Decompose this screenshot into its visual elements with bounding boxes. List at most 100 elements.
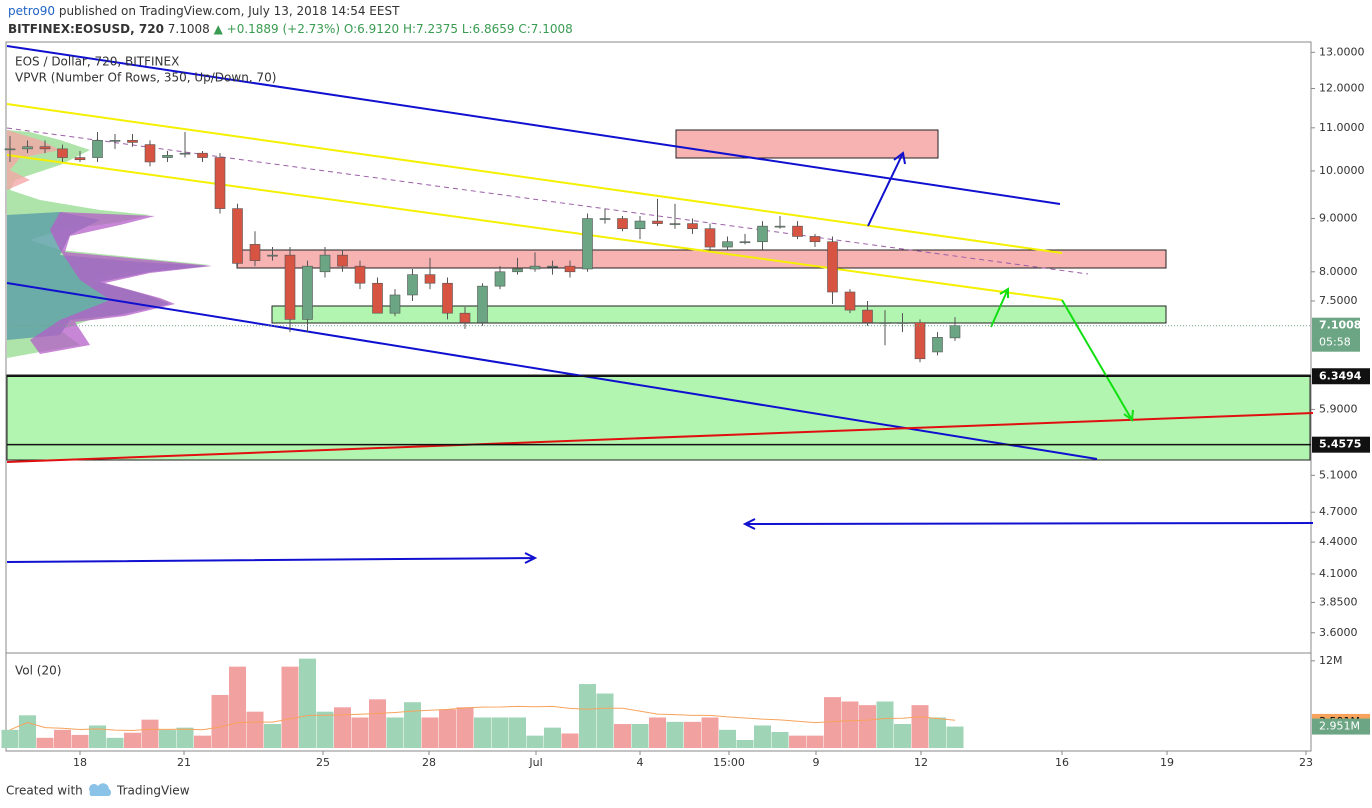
x-tick-label: 16 <box>1055 756 1069 769</box>
candle-body <box>127 140 138 143</box>
footer-brand[interactable]: TradingView <box>116 784 190 798</box>
volume-bar <box>719 729 736 748</box>
volume-bar <box>141 719 159 748</box>
volume-bar <box>421 717 439 748</box>
candle-body <box>39 146 51 150</box>
volume-bar <box>614 724 631 748</box>
y-tick-label: 12.0000 <box>1319 81 1365 94</box>
volume-bar <box>316 711 334 748</box>
arrows <box>6 151 1314 564</box>
volume-bar <box>299 658 316 748</box>
volume-tick-label: 12M <box>1319 654 1343 667</box>
symbol-line: BITFINEX:EOSUSD, 720 7.1008 ▲ +0.1889 (+… <box>8 22 573 36</box>
chart-title: EOS / Dollar, 720, BITFINEX <box>15 55 179 69</box>
y-tick-label: 13.0000 <box>1319 45 1365 58</box>
footer-created: Created with <box>6 784 83 798</box>
symbol: BITFINEX:EOSUSD, 720 <box>8 22 164 36</box>
vpvr <box>7 130 212 358</box>
y-tick-label: 4.1000 <box>1319 567 1358 580</box>
header-line: petro90 published on TradingView.com, Ju… <box>8 4 400 18</box>
candle-body <box>739 241 751 244</box>
volume-bar <box>439 709 456 748</box>
volume-bar <box>929 717 946 748</box>
volume-bar <box>911 705 929 748</box>
y-tick-label: 4.7000 <box>1319 505 1358 518</box>
candle-body <box>949 325 961 339</box>
candle-body <box>407 274 418 296</box>
candle-body <box>564 265 576 273</box>
volume-bar <box>281 666 299 748</box>
volume-bar <box>736 740 754 748</box>
candle-body <box>634 220 646 230</box>
volume-value-label: 2.951M <box>1319 720 1360 733</box>
volume-bar <box>579 684 596 748</box>
x-tick-label: 9 <box>813 756 820 769</box>
y-tick-label: 4.4000 <box>1319 535 1358 548</box>
candle-body <box>442 282 453 314</box>
candle-body <box>827 241 838 293</box>
x-tick-label: 4 <box>637 756 644 769</box>
volume-badge <box>1312 718 1370 735</box>
candle-body <box>494 271 506 287</box>
volume-bar <box>631 724 649 748</box>
last-price-badge <box>1312 317 1360 352</box>
x-tick-label: 19 <box>1160 756 1174 769</box>
candle-body <box>862 309 873 323</box>
y-tick-label: 7.5000 <box>1319 294 1358 307</box>
level-badge <box>1312 368 1370 385</box>
candle-body <box>844 291 856 311</box>
y-tick-label: 3.8500 <box>1319 595 1358 608</box>
y-tick-label: 5.9000 <box>1319 402 1358 415</box>
candle-body <box>932 337 943 353</box>
candle-body <box>249 244 261 261</box>
author[interactable]: petro90 <box>8 4 55 18</box>
x-tick-label: 18 <box>73 756 87 769</box>
volume-bar <box>841 701 859 748</box>
x-tick-label: Jul <box>528 756 542 769</box>
volume-bar <box>771 732 789 748</box>
level-label: 5.4575 <box>1319 438 1361 451</box>
x-tick-label: 15:00 <box>713 756 745 769</box>
volume-bar <box>246 711 264 748</box>
volume-bar <box>754 725 771 748</box>
volume-bar <box>386 717 404 748</box>
volume-bar <box>859 705 876 748</box>
candle-body <box>529 265 541 270</box>
trend-line <box>6 45 1061 205</box>
volume-bar <box>229 666 246 748</box>
candle-body <box>809 236 821 243</box>
candle-body <box>179 152 191 155</box>
volume-bar <box>54 729 71 748</box>
channel-line <box>6 103 1063 254</box>
candle-body <box>389 294 401 314</box>
support-trend <box>6 412 1314 463</box>
candle-body <box>197 152 208 158</box>
volume-bar <box>264 724 281 748</box>
candle-body <box>757 225 768 243</box>
volume-bar <box>701 717 719 748</box>
volume-bar <box>824 697 841 748</box>
candle-body <box>914 322 926 360</box>
pane-border <box>5 41 1312 752</box>
candle-body <box>4 148 16 151</box>
x-tick-label: 25 <box>316 756 330 769</box>
volume-bar <box>159 729 176 748</box>
candle-body <box>162 155 173 158</box>
volume-bar <box>19 715 36 748</box>
published: published on TradingView.com, July 13, 2… <box>59 4 400 18</box>
support-box <box>271 305 1167 324</box>
volume-bar <box>106 737 124 748</box>
channel-line <box>6 154 1063 301</box>
candle-body <box>897 322 908 324</box>
volume-bar <box>194 735 211 748</box>
level-badge <box>1312 436 1370 453</box>
candle-body <box>599 218 611 220</box>
volume-bar <box>36 737 54 748</box>
volume-title: Vol (20) <box>15 664 61 678</box>
candle-body <box>354 265 366 284</box>
candle-body <box>22 146 33 150</box>
y-tick-label: 10.0000 <box>1319 164 1365 177</box>
volume-bar <box>474 717 491 748</box>
candle-body <box>582 218 593 270</box>
